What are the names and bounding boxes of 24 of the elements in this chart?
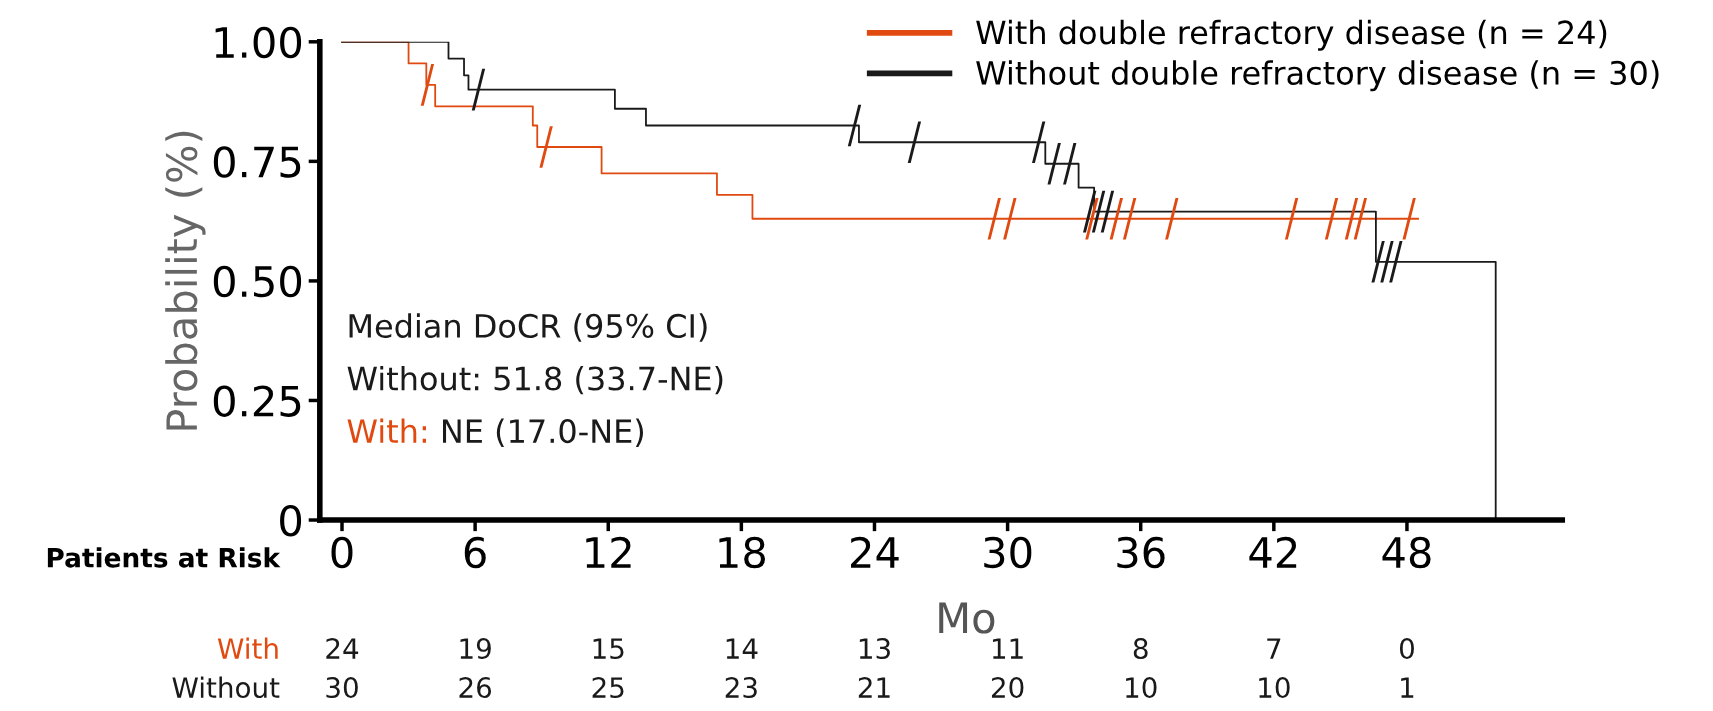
x-tick-label: 0: [331, 536, 353, 569]
x-tick-label: 42: [1249, 536, 1297, 568]
y-tick-label: 0: [280, 504, 302, 537]
y-tick-label: 0.50: [213, 265, 302, 298]
x-axis-title: Mo: [939, 602, 995, 634]
legend-label: Without double refractory disease (n = 30): [976, 60, 1659, 92]
y-axis-title: Probability (%): [165, 131, 206, 430]
x-tick-label: 24: [851, 536, 899, 568]
y-tick-label: 0.25: [213, 385, 301, 417]
legend-label: With double refractory disease (n = 24): [976, 19, 1607, 51]
x-tick-label: 6: [464, 536, 486, 569]
text: Patients at Risk: [47, 547, 281, 568]
annotation: Without: 51.8 (33.7-NE): [347, 365, 723, 395]
y-tick-label: 1.00: [215, 26, 302, 59]
x-tick-label: 12: [586, 536, 631, 568]
x-tick-label: 36: [1117, 536, 1165, 569]
annotation: Median DoCR (95% CI): [349, 313, 707, 342]
y-tick-label: 0.75: [213, 146, 301, 178]
text: With 24 19 15 14 13 11 8 7 0: [217, 637, 1414, 660]
annotation: With: NE (17.0-NE): [347, 418, 644, 447]
x-tick-label: 30: [984, 536, 1032, 569]
text: Without 30 26 25 23 21 20 10 10 1: [172, 676, 1414, 699]
x-tick-label: 18: [719, 536, 766, 569]
x-tick-label: 48: [1382, 536, 1431, 569]
